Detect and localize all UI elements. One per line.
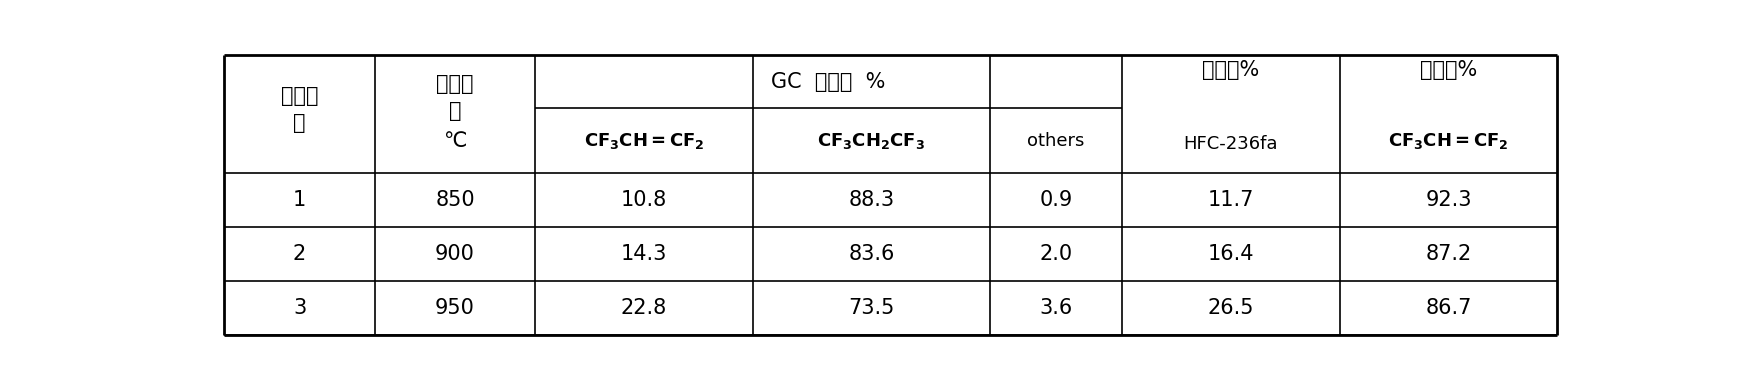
Text: 26.5: 26.5 (1208, 298, 1253, 319)
Text: 83.6: 83.6 (848, 244, 895, 264)
Text: 2: 2 (294, 244, 306, 264)
Text: 2.0: 2.0 (1039, 244, 1072, 264)
Text: 号: 号 (294, 113, 306, 133)
Text: 1: 1 (294, 190, 306, 210)
Text: 度: 度 (448, 101, 461, 121)
Text: 900: 900 (434, 244, 474, 264)
Text: HFC-236fa: HFC-236fa (1184, 135, 1277, 152)
Text: 92.3: 92.3 (1425, 190, 1472, 210)
Text: $\mathbf{CF_3CH{=}CF_2}$: $\mathbf{CF_3CH{=}CF_2}$ (584, 131, 704, 151)
Text: GC  峰面积  %: GC 峰面积 % (772, 72, 886, 92)
Text: 87.2: 87.2 (1425, 244, 1472, 264)
Text: $\mathbf{CF_3CH{=}CF_2}$: $\mathbf{CF_3CH{=}CF_2}$ (1389, 131, 1509, 151)
Text: 3.6: 3.6 (1039, 298, 1072, 319)
Text: 850: 850 (434, 190, 474, 210)
Text: 22.8: 22.8 (620, 298, 667, 319)
Text: 处理编: 处理编 (282, 86, 318, 106)
Text: 选择性%: 选择性% (1420, 60, 1477, 80)
Text: 0.9: 0.9 (1039, 190, 1072, 210)
Text: 14.3: 14.3 (620, 244, 667, 264)
Text: 950: 950 (434, 298, 474, 319)
Text: ℃: ℃ (443, 131, 468, 151)
Text: 16.4: 16.4 (1208, 244, 1253, 264)
Text: 86.7: 86.7 (1425, 298, 1472, 319)
Text: $\mathbf{CF_3CH_2CF_3}$: $\mathbf{CF_3CH_2CF_3}$ (817, 131, 925, 151)
Text: 88.3: 88.3 (848, 190, 895, 210)
Text: 10.8: 10.8 (620, 190, 667, 210)
Text: others: others (1027, 132, 1085, 150)
Text: 转化率%: 转化率% (1203, 60, 1260, 80)
Text: 11.7: 11.7 (1208, 190, 1253, 210)
Text: 3: 3 (294, 298, 306, 319)
Text: 73.5: 73.5 (848, 298, 895, 319)
Text: 反应温: 反应温 (436, 74, 474, 94)
